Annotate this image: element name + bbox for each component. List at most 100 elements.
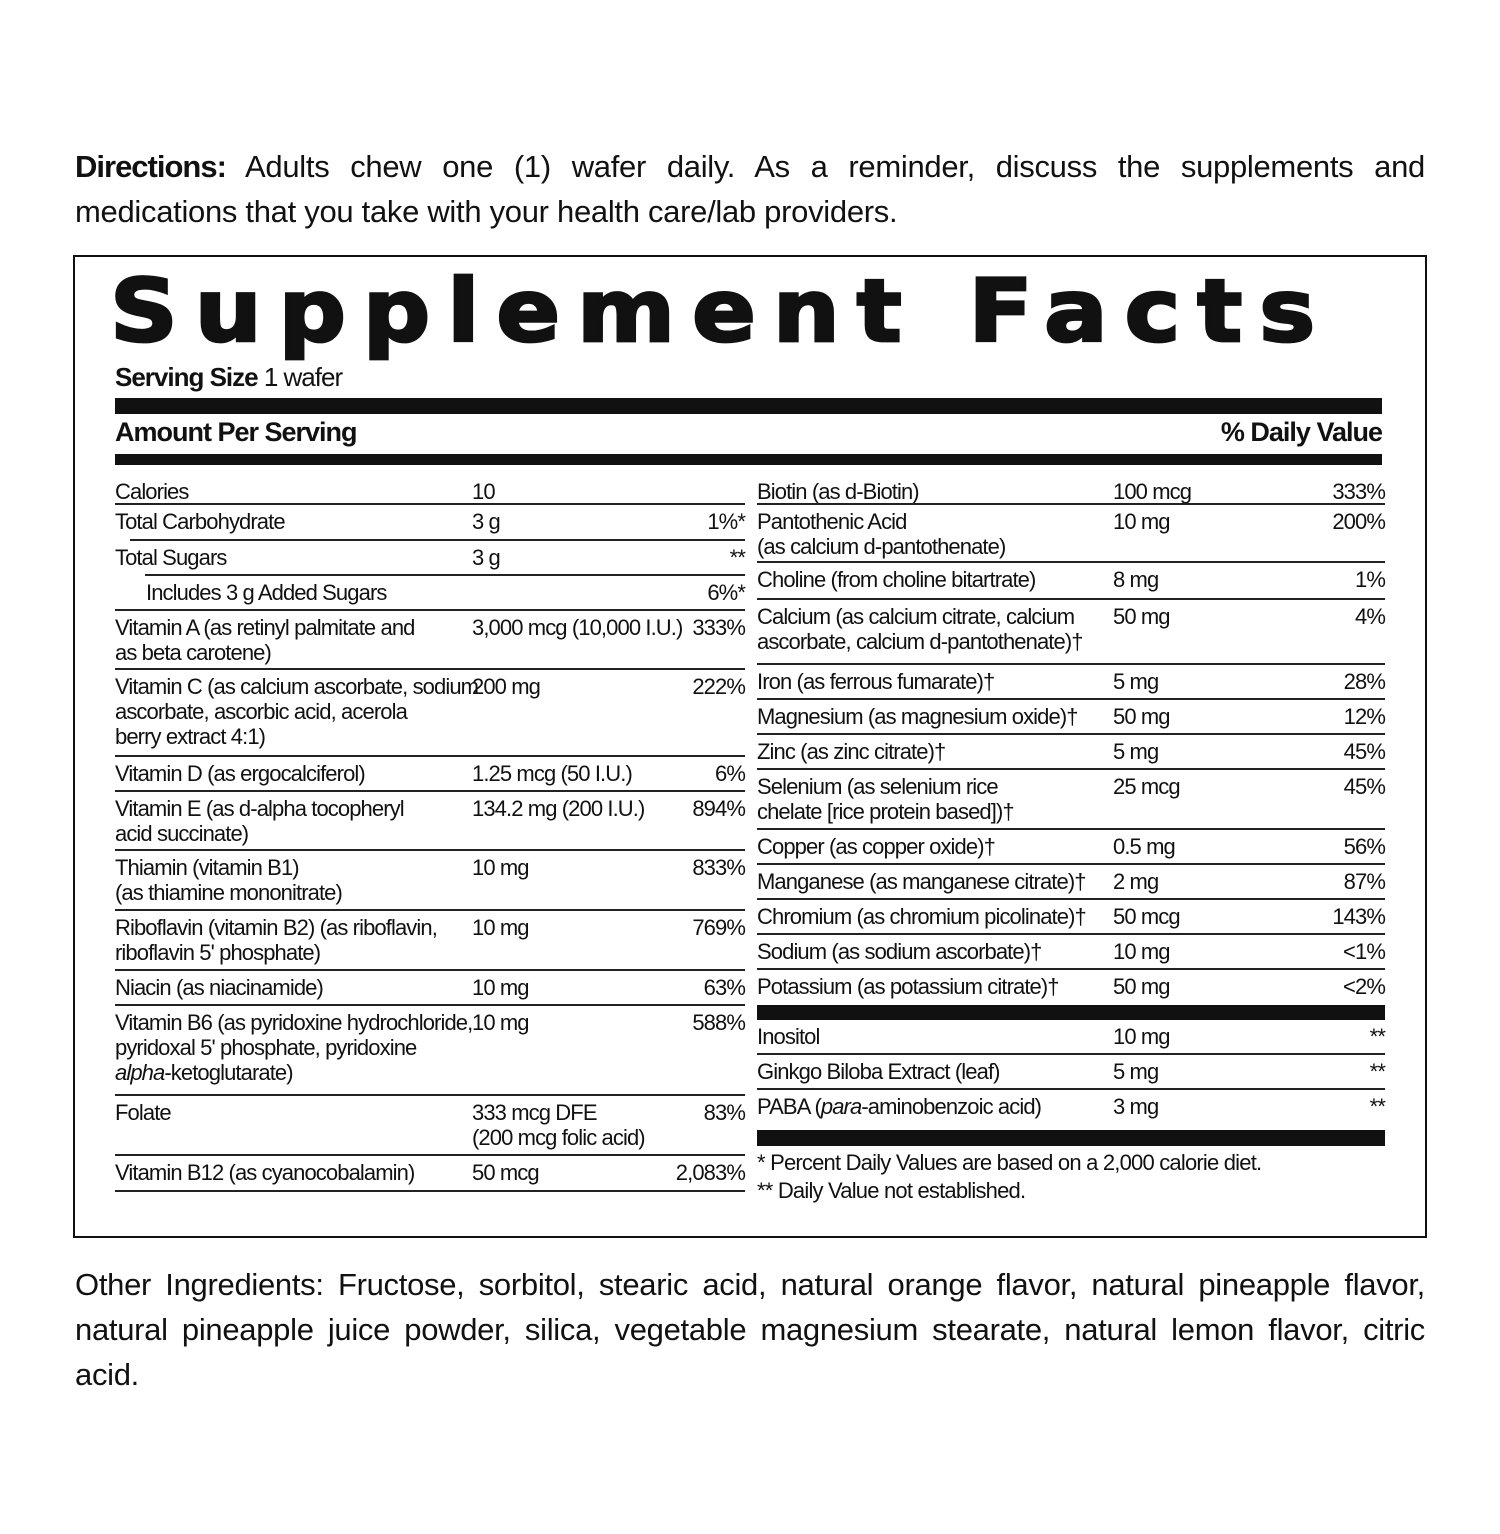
nutrient-name: Includes 3 g Added Sugars [146,580,387,605]
nutrient-amount: 50 mcg [1113,904,1181,929]
row-divider [115,909,745,911]
row-divider [115,755,745,757]
daily-value-percent: 4% [1355,604,1386,629]
nutrient-row: Includes 3 g Added Sugars 6%* [115,576,746,611]
nutrient-row: Calcium (as calcium citrate, calcium asco… [757,600,1386,665]
nutrient-row: Vitamin B6 (as pyridoxine hydrochloride,… [115,1006,746,1096]
nutrient-amount: 333 mcg DFE (200 mcg folic acid) [472,1100,646,1150]
nutrient-name: Vitamin E (as d-alpha tocopheryl acid suc… [115,796,405,846]
nutrient-name: Iron (as ferrous fumarate)† [757,669,995,694]
row-divider [115,1190,745,1192]
row-divider [757,598,1385,600]
row-divider [130,539,745,541]
nutrient-amount: 10 mg [472,975,530,1000]
nutrient-name: Choline (from choline bitartrate) [757,567,1036,592]
daily-value-percent: 833% [692,855,746,880]
row-divider [757,863,1385,865]
nutrient-name: Niacin (as niacinamide) [115,975,324,1000]
daily-value-percent: 2,083% [675,1160,746,1185]
directions-body: Adults chew one (1) wafer daily. As a re… [75,149,1425,229]
nutrient-name: Sodium (as sodium ascorbate)† [757,939,1042,964]
daily-value-percent: 63% [703,975,746,1000]
daily-value-percent: 143% [1332,904,1386,929]
daily-value-percent: ** [729,545,746,570]
nutrient-amount: 3 mg [1113,1094,1159,1119]
thick-divider [757,1130,1385,1146]
daily-value-percent: 200% [1332,509,1386,534]
nutrient-amount: 5 mg [1113,739,1159,764]
nutrient-amount: 50 mcg [472,1160,540,1185]
nutrient-row: Vitamin D (as ergocalciferol) 1.25 mcg (5… [115,757,746,792]
daily-value-percent: 6% [715,761,746,786]
daily-value-percent: ** [1369,1094,1386,1119]
nutrient-amount: 0.5 mg [1113,834,1176,859]
nutrient-name: Selenium (as selenium rice chelate [rice … [757,774,1015,824]
row-divider [757,561,1385,563]
nutrient-name: Total Carbohydrate [115,509,286,534]
daily-value-percent: 1% [1355,567,1386,592]
nutrient-amount: 1.25 mcg (50 I.U.) [472,761,633,786]
nutrient-row: Copper (as copper oxide)† 0.5 mg 56% [757,830,1386,865]
daily-value-percent: 87% [1343,869,1386,894]
nutrient-amount: 50 mg [1113,974,1171,999]
daily-value-percent: 588% [692,1010,746,1035]
nutrient-amount: 5 mg [1113,669,1159,694]
row-divider [757,933,1385,935]
nutrient-name: Manganese (as manganese citrate)† [757,869,1087,894]
nutrient-amount: 50 mg [1113,604,1171,629]
daily-value-header: % Daily Value [1220,417,1383,447]
directions-label: Directions: [75,149,227,184]
nutrient-amount: 3,000 mcg (10,000 I.U.) [472,615,683,640]
nutrient-amount: 2 mg [1113,869,1159,894]
nutrient-name: Vitamin C (as calcium ascorbate, sodium a… [115,674,479,749]
nutrient-amount: 5 mg [1113,1059,1159,1084]
nutrient-row: Vitamin A (as retinyl palmitate and as be… [115,611,746,670]
nutrient-name: Thiamin (vitamin B1) (as thiamine mononit… [115,855,343,905]
nutrient-row: Selenium (as selenium rice chelate [rice … [757,770,1386,830]
nutrient-name: Ginkgo Biloba Extract (leaf) [757,1059,1000,1084]
row-divider [757,968,1385,970]
nutrient-row: Inositol 10 mg ** [757,1020,1386,1055]
daily-value-percent: 769% [692,915,746,940]
nutrient-amount: 10 mg [472,915,530,940]
row-divider [115,668,745,670]
row-divider [757,503,1385,505]
daily-value-percent: 1%* [707,509,746,534]
row-divider [757,828,1385,830]
daily-value-percent: 28% [1343,669,1386,694]
nutrient-row: Chromium (as chromium picolinate)† 50 mcg… [757,900,1386,935]
row-divider [757,663,1385,665]
nutrient-row: Vitamin B12 (as cyanocobalamin) 50 mcg 2,0… [115,1156,746,1192]
nutrient-name: Calcium (as calcium citrate, calcium asco… [757,604,1084,654]
nutrient-name: Pantothenic Acid (as calcium d-pantothena… [757,509,1006,559]
row-divider [115,1004,745,1006]
nutrient-amount: 10 mg [472,855,530,880]
row-divider [145,574,745,576]
daily-value-percent: <1% [1343,939,1386,964]
nutrient-row: Manganese (as manganese citrate)† 2 mg 87% [757,865,1386,900]
nutrient-row: PABA (para-aminobenzoic acid) 3 mg ** [757,1090,1386,1130]
row-divider [115,969,745,971]
serving-size-value: 1 wafer [257,362,343,392]
nutrient-row: Riboflavin (vitamin B2) (as riboflavin, r… [115,911,746,971]
nutrient-row: Calories 10 [115,475,745,505]
nutrient-row: Zinc (as zinc citrate)† 5 mg 45% [757,735,1386,770]
row-divider [757,1053,1385,1055]
panel-title: Supplement Facts [109,261,1333,364]
nutrient-amount: 25 mcg [1113,774,1181,799]
nutrient-row: Iron (as ferrous fumarate)† 5 mg 28% [757,665,1386,700]
serving-size-label: Serving Size [115,362,259,392]
nutrient-name: Vitamin B12 (as cyanocobalamin) [115,1160,415,1185]
nutrient-name: Biotin (as d-Biotin) [757,479,920,504]
nutrient-name: Vitamin B6 (as pyridoxine hydrochloride,… [115,1010,473,1085]
directions-text: Directions: Adults chew one (1) wafer da… [75,144,1425,234]
row-divider [115,1094,745,1096]
daily-value-percent: 6%* [707,580,746,605]
nutrient-amount: 10 mg [472,1010,530,1035]
daily-value-percent: 894% [692,796,746,821]
nutrient-amount: 10 [472,479,496,504]
nutrient-name: Vitamin D (as ergocalciferol) [115,761,366,786]
row-divider [757,733,1385,735]
nutrient-amount: 50 mg [1113,704,1171,729]
footnote-not-established: ** Daily Value not established. [757,1178,1026,1203]
